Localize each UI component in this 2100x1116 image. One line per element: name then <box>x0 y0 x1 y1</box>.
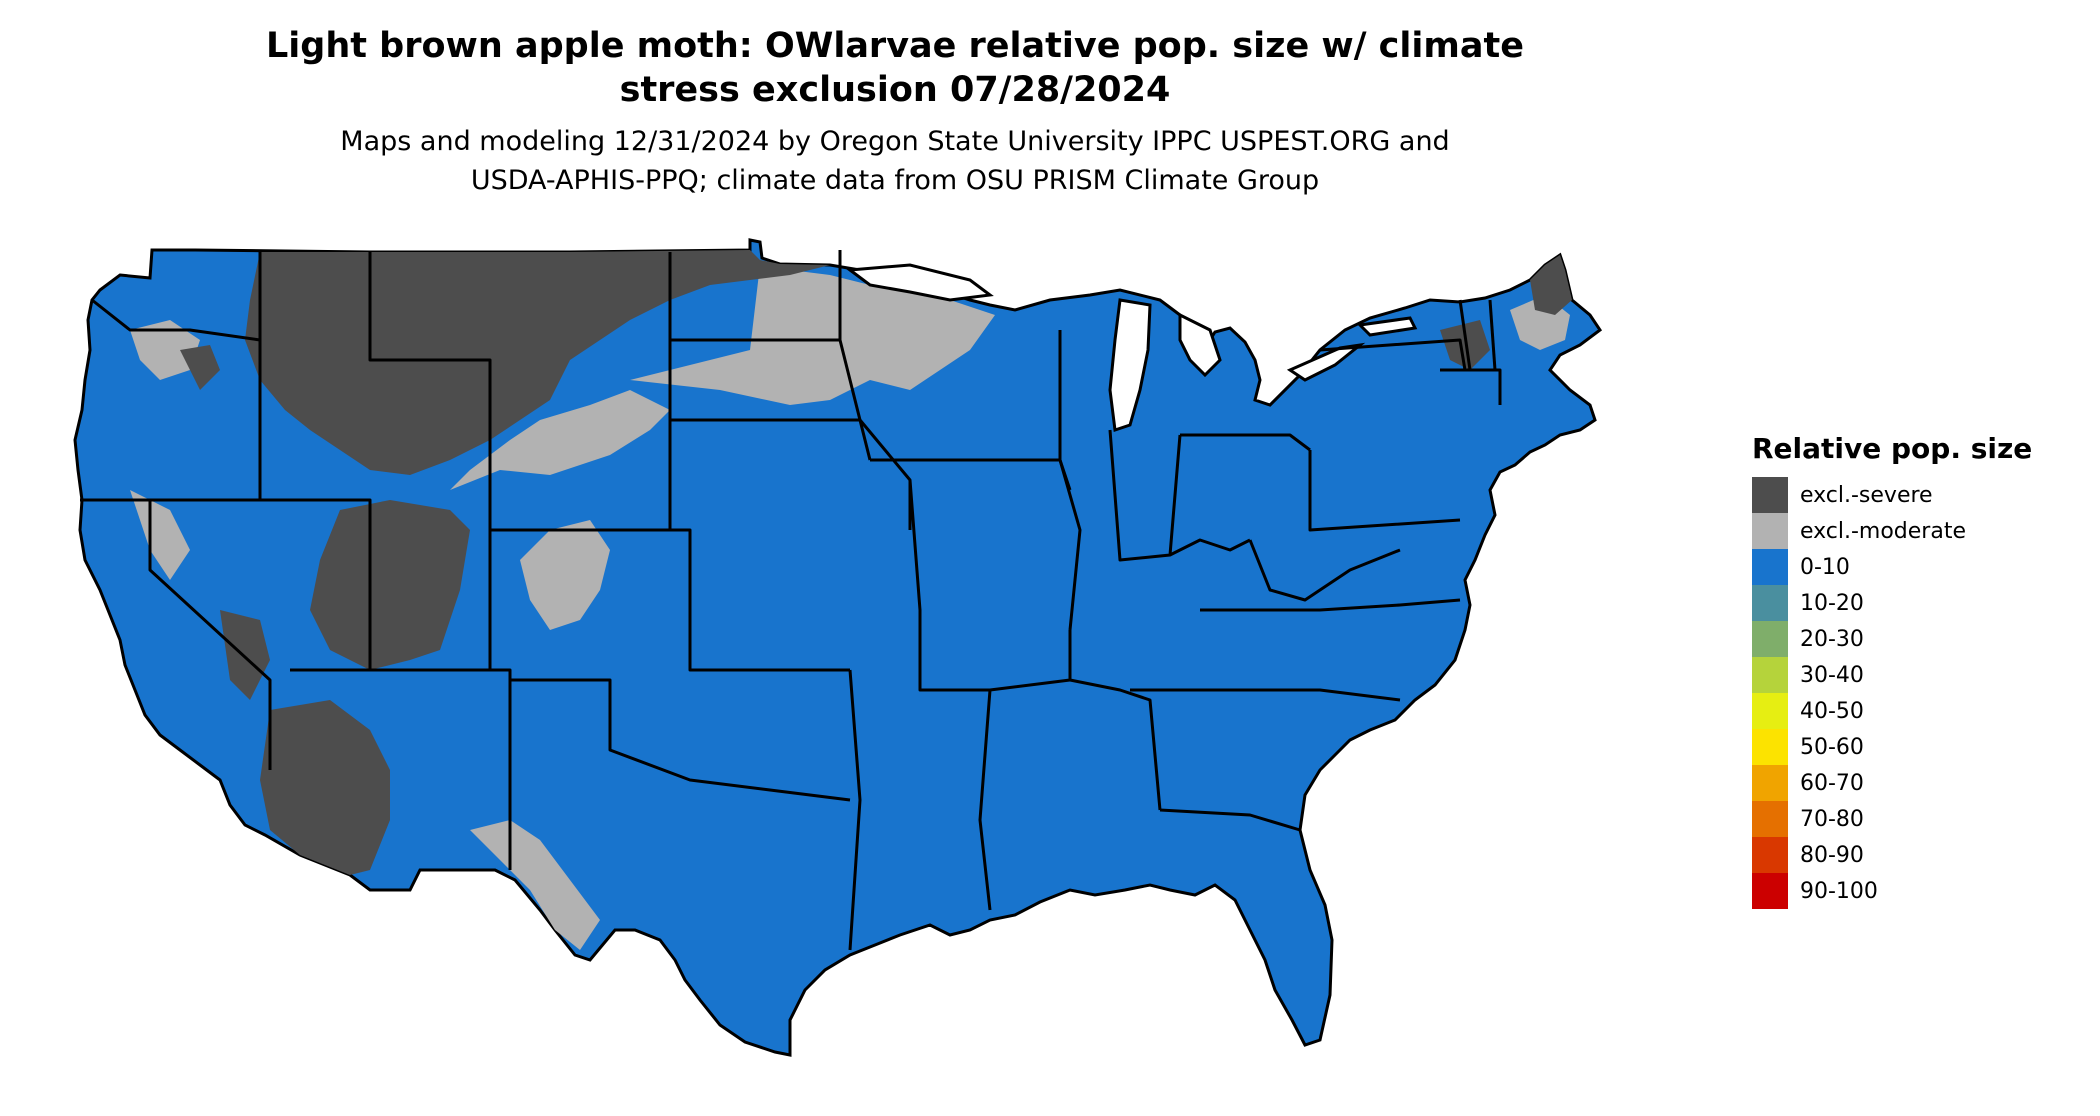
title-block: Light brown apple moth: OWlarvae relativ… <box>0 24 1790 200</box>
legend-swatch <box>1752 657 1788 693</box>
legend-label: 10-20 <box>1800 590 1864 616</box>
state-border <box>1458 299 1472 371</box>
legend-item: 40-50 <box>1752 693 2072 729</box>
excl-severe-regions <box>180 250 1572 875</box>
excl-severe-region <box>180 345 220 390</box>
excl-moderate-region <box>470 820 600 950</box>
state-border <box>1248 539 1401 602</box>
map-title: Light brown apple moth: OWlarvae relativ… <box>265 26 1524 110</box>
state-border <box>848 669 862 951</box>
state-border <box>1069 678 1162 811</box>
legend-item: 90-100 <box>1752 873 2072 909</box>
map-subtitle: Maps and modeling 12/31/2024 by Oregon S… <box>340 126 1450 196</box>
legend-item: 30-40 <box>1752 657 2072 693</box>
legend-item: 80-90 <box>1752 837 2072 873</box>
lake-superior <box>845 263 994 302</box>
state-border <box>1308 450 1461 532</box>
state-border <box>510 678 851 802</box>
state-border <box>1180 433 1311 452</box>
state-borders <box>80 250 1502 951</box>
legend-item: excl.-moderate <box>1752 513 2072 549</box>
state-border <box>1130 688 1401 702</box>
lake-michigan <box>1108 298 1152 433</box>
legend-swatch <box>1752 693 1788 729</box>
legend-swatch <box>1752 549 1788 585</box>
state-border <box>1200 598 1461 612</box>
excl-severe-region <box>220 610 270 700</box>
legend-label: 90-100 <box>1800 878 1878 904</box>
us-map <box>73 238 1603 1057</box>
legend-swatch <box>1752 477 1788 513</box>
legend-item: 60-70 <box>1752 765 2072 801</box>
legend-item: 50-60 <box>1752 729 2072 765</box>
legend-label: 50-60 <box>1800 734 1864 760</box>
legend-label: 0-10 <box>1800 554 1850 580</box>
excl-moderate-region <box>630 265 995 405</box>
legend-label: 30-40 <box>1800 662 1864 688</box>
lake-huron <box>1178 312 1222 378</box>
legend-label: 70-80 <box>1800 806 1864 832</box>
legend-item: excl.-severe <box>1752 477 2072 513</box>
excl-severe-region <box>1530 255 1572 315</box>
legend-swatch <box>1752 585 1788 621</box>
excl-severe-region <box>260 700 390 875</box>
excl-severe-region <box>245 250 830 475</box>
state-border <box>670 528 850 672</box>
state-border <box>1319 338 1467 371</box>
state-border <box>148 500 272 770</box>
state-border <box>91 298 261 342</box>
legend-item: 70-80 <box>1752 801 2072 837</box>
legend-swatch <box>1752 729 1788 765</box>
state-border <box>1108 429 1182 562</box>
legend-item: 0-10 <box>1752 549 2072 585</box>
excl-moderate-region <box>520 520 610 630</box>
state-border <box>1058 330 1082 631</box>
excl-moderate-region <box>130 490 190 580</box>
legend-item: 10-20 <box>1752 585 2072 621</box>
legend-label: 40-50 <box>1800 698 1864 724</box>
legend-swatch <box>1752 621 1788 657</box>
legend-swatch <box>1752 801 1788 837</box>
great-lakes <box>845 263 1418 433</box>
state-border <box>1488 299 1497 371</box>
lake-ontario <box>1356 316 1418 337</box>
legend-label: 60-70 <box>1800 770 1864 796</box>
legend-swatch <box>1752 765 1788 801</box>
state-border <box>908 479 1072 692</box>
legend: Relative pop. size excl.-severe excl.-mod… <box>1752 432 2072 909</box>
legend-label: 80-90 <box>1800 842 1864 868</box>
excl-moderate-regions <box>130 265 1570 950</box>
excl-severe-region <box>310 500 470 670</box>
legend-label: excl.-moderate <box>1800 518 1966 544</box>
state-border <box>260 498 372 670</box>
legend-item: 20-30 <box>1752 621 2072 657</box>
state-border <box>368 252 670 532</box>
legend-title: Relative pop. size <box>1752 432 2033 465</box>
state-border <box>978 689 992 911</box>
state-border <box>290 668 512 870</box>
excl-moderate-region <box>130 320 200 380</box>
lake-erie <box>1286 342 1366 382</box>
excl-moderate-region <box>450 390 670 490</box>
legend-label: excl.-severe <box>1800 482 1933 508</box>
legend-swatch <box>1752 873 1788 909</box>
legend-items: excl.-severe excl.-moderate 0-10 10-20 20-30… <box>1752 477 2072 909</box>
state-border <box>1169 538 1251 557</box>
state-border <box>1440 368 1502 405</box>
legend-swatch <box>1752 837 1788 873</box>
legend-swatch <box>1752 513 1788 549</box>
legend-label: 20-30 <box>1800 626 1864 652</box>
state-border <box>1159 808 1301 832</box>
